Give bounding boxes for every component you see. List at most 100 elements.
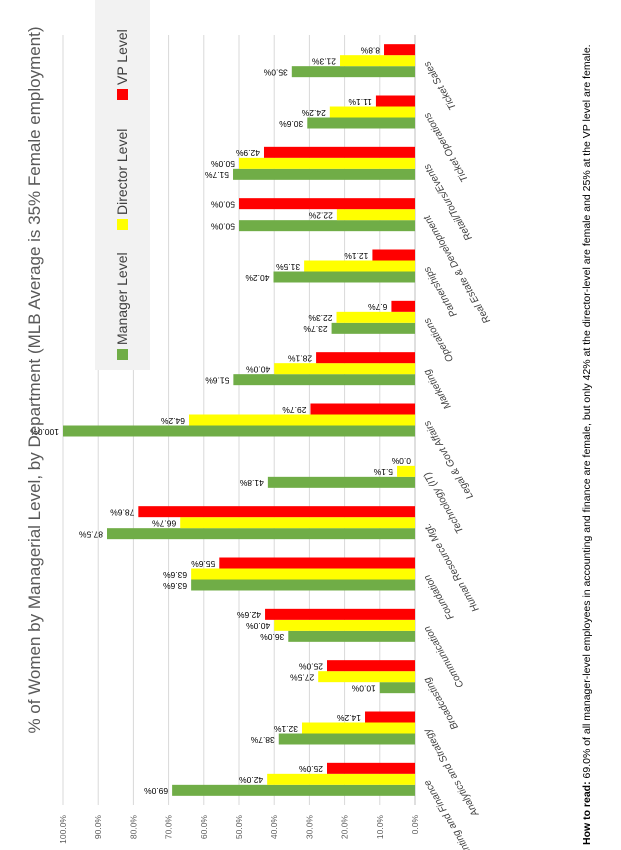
bar-vp-level: [316, 352, 416, 364]
data-label: 28.1%: [288, 353, 313, 363]
bar-vp-level: [239, 198, 415, 210]
data-label: 42.9%: [235, 148, 260, 158]
y-tick-label: 50.0%: [234, 815, 244, 840]
bar-vp-level: [365, 711, 415, 723]
bar-manager-level: [379, 682, 415, 694]
data-label: 55.6%: [191, 559, 216, 569]
data-label: 66.7%: [152, 518, 177, 528]
bar-manager-level: [233, 168, 415, 180]
data-label: 22.3%: [308, 313, 333, 323]
data-label: 42.0%: [239, 775, 264, 785]
legend-swatch: [117, 349, 128, 360]
bar-manager-level: [291, 66, 415, 78]
data-label: 50.0%: [210, 199, 235, 209]
data-label: 5.1%: [373, 467, 393, 477]
data-label: 100.0%: [30, 427, 59, 437]
data-label: 78.6%: [110, 507, 135, 517]
data-label: 27.5%: [290, 672, 315, 682]
bar-director-level: [191, 568, 415, 580]
bar-director-level: [274, 619, 416, 631]
data-label: 25.0%: [298, 764, 323, 774]
bar-director-level: [304, 260, 415, 272]
legend-label: Manager Level: [114, 252, 130, 345]
data-label: 24.2%: [301, 108, 326, 118]
data-label: 23.7%: [303, 324, 328, 334]
y-tick-label: 90.0%: [93, 815, 103, 840]
bar-manager-level: [63, 425, 415, 437]
data-label: 30.6%: [279, 119, 304, 129]
chart-title: % of Women by Managerial Level, by Depar…: [25, 26, 44, 733]
data-label: 11.1%: [348, 97, 372, 107]
data-label: 29.7%: [282, 405, 307, 415]
bar-vp-level: [327, 660, 415, 672]
bar-manager-level: [267, 476, 416, 488]
bar-vp-level: [391, 300, 415, 312]
bar-director-level: [189, 414, 415, 426]
y-tick-label: 20.0%: [340, 815, 350, 840]
bar-director-level: [274, 363, 416, 375]
data-label: 6.7%: [368, 302, 388, 312]
bar-director-level: [267, 773, 415, 785]
bar-director-level: [239, 157, 415, 169]
data-label: 35.0%: [263, 67, 288, 77]
legend-box: [95, 0, 150, 370]
legend-swatch: [117, 219, 128, 230]
data-label: 51.6%: [205, 375, 230, 385]
legend-label: VP Level: [114, 29, 130, 85]
footnote-text: 69.0% of all manager-level employees in …: [581, 44, 593, 781]
y-tick-label: 80.0%: [128, 815, 138, 840]
data-label: 0.0%: [391, 456, 411, 466]
data-label: 22.2%: [308, 210, 333, 220]
y-tick-label: 0.0%: [410, 815, 420, 835]
data-label: 14.2%: [336, 713, 361, 723]
legend: Manager Level Director Level VP Level: [95, 0, 150, 370]
bar-vp-level: [265, 608, 415, 620]
bar-vp-level: [327, 762, 415, 774]
bar-director-level: [397, 465, 416, 477]
y-tick-label: 10.0%: [375, 815, 385, 840]
bar-director-level: [180, 517, 415, 529]
bar-director-level: [340, 55, 415, 67]
data-label: 10.0%: [351, 683, 376, 693]
data-label: 50.0%: [210, 159, 235, 169]
data-label: 42.6%: [237, 610, 262, 620]
bar-vp-level: [263, 146, 415, 158]
bar-manager-level: [233, 374, 415, 386]
bar-director-level: [336, 209, 415, 221]
data-label: 63.6%: [163, 570, 188, 580]
bar-vp-level: [372, 249, 415, 261]
data-labels: 69.0% 42.0% 25.0% 38.7%32.1% 14.2% 10.0% 27.5%…: [30, 45, 411, 796]
data-label: 64.2%: [160, 416, 185, 426]
data-label: 32.1%: [273, 724, 298, 734]
legend-label: Director Level: [114, 129, 130, 215]
bar-manager-level: [172, 784, 415, 796]
bar-manager-level: [107, 528, 415, 540]
bar-director-level: [302, 722, 415, 734]
footnote-lead: How to read:: [581, 781, 593, 845]
data-label: 31.5%: [276, 262, 301, 272]
bar-manager-level: [273, 271, 415, 283]
bar-manager-level: [331, 322, 415, 334]
data-label: 51.7%: [204, 170, 229, 180]
data-label: 50.0%: [210, 221, 235, 231]
bar-manager-level: [307, 117, 415, 129]
bar-manager-level: [191, 579, 415, 591]
data-label: 40.0%: [246, 364, 271, 374]
data-label: 41.8%: [239, 478, 264, 488]
bars: [63, 44, 416, 796]
bar-vp-level: [375, 95, 416, 107]
data-label: 40.2%: [245, 273, 270, 283]
data-label: 38.7%: [250, 735, 275, 745]
bar-manager-level: [278, 733, 415, 745]
bar-director-level: [329, 106, 416, 118]
bar-vp-level: [138, 506, 415, 518]
bar-vp-level: [384, 44, 415, 56]
data-label: 69.0%: [144, 786, 169, 796]
data-label: 21.3%: [311, 56, 336, 66]
bar-director-level: [318, 671, 416, 683]
y-tick-label: 60.0%: [199, 815, 209, 840]
data-label: 36.0%: [260, 632, 285, 642]
y-tick-label: 30.0%: [304, 815, 314, 840]
